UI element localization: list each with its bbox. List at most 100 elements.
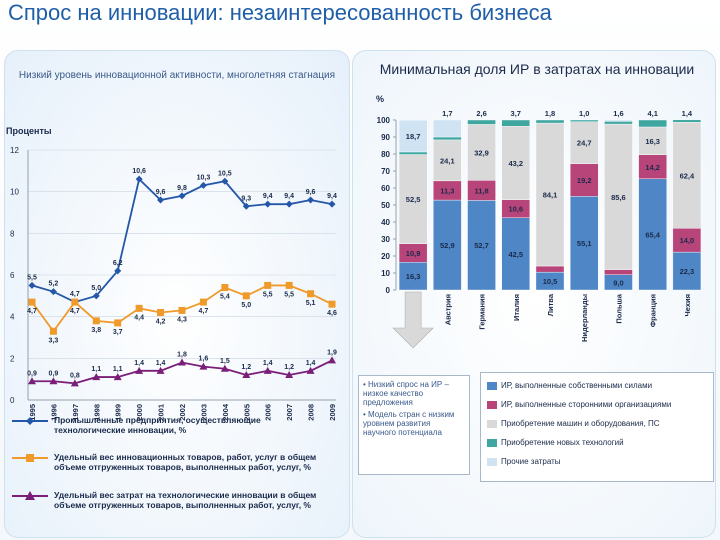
data-point (71, 298, 79, 306)
bar-label: 16,3 (406, 272, 421, 281)
bar-chart-legend: ИР, выполненные собственными силами ИР, в… (480, 372, 714, 482)
data-label: 1,8 (177, 352, 187, 359)
data-point (221, 177, 229, 185)
category-label: Германия (478, 294, 487, 330)
data-label: 4,4 (134, 314, 144, 321)
data-label: 5,2 (49, 281, 59, 288)
data-point (263, 366, 272, 374)
legend-label: Приобретение новых технологий (501, 438, 624, 447)
data-point (264, 281, 272, 289)
data-label: 1,1 (113, 366, 123, 373)
bar-segment (433, 139, 462, 182)
data-point (199, 181, 207, 189)
data-point (92, 317, 100, 325)
data-point (92, 373, 101, 381)
bar-label: 55,1 (577, 239, 592, 248)
data-point (199, 362, 208, 370)
legend-label: ИР, выполненные собственными силами (501, 381, 653, 390)
data-label: 4,7 (70, 308, 80, 315)
y-tick-label: 70 (381, 167, 390, 176)
data-point (113, 373, 122, 381)
data-label: 10,6 (132, 168, 146, 175)
x-tick-label: 2001 (157, 404, 166, 421)
data-label: 9,6 (306, 189, 316, 196)
bar-label: 42,5 (508, 250, 523, 259)
bar-segment (569, 121, 599, 164)
bar-segment (638, 126, 667, 155)
page-title: Спрос на инновации: незаинтересованность… (8, 0, 552, 25)
legend-label: Приобретение машин и оборудования, ПС (501, 419, 660, 428)
data-point (178, 306, 186, 314)
y-tick-label: 6 (10, 271, 15, 280)
x-tick-label: 2000 (135, 404, 144, 421)
data-point (328, 300, 336, 308)
legend-item: ИР, выполненные сторонними организациями (487, 400, 671, 409)
legend-swatch (487, 438, 497, 447)
note-line: • Модель стран с низким уровнем развития… (363, 410, 455, 437)
bar-label: 14,0 (680, 236, 695, 245)
line-chart-panel: Низкий уровень инновационной активности,… (4, 50, 350, 538)
legend-marker (25, 491, 35, 500)
data-label: 1,2 (241, 364, 251, 371)
bar-segment (569, 196, 599, 291)
data-point (157, 196, 165, 204)
x-tick-label: 1999 (114, 404, 123, 421)
bar-label: 85,6 (611, 193, 626, 202)
legend-label: Удельный вес инновационных товаров, рабо… (54, 452, 317, 472)
data-label: 5,5 (27, 274, 37, 281)
data-point (114, 267, 122, 275)
data-label: 3,3 (49, 337, 59, 344)
data-label: 5,5 (263, 291, 273, 298)
data-point (221, 284, 229, 291)
legend-swatch (12, 491, 48, 500)
note-line: • Низкий спрос на ИР – низкое качество п… (363, 380, 449, 407)
x-tick-label: 2004 (221, 403, 230, 421)
bar-segment (535, 265, 565, 273)
bar-label: 10,9 (406, 249, 421, 258)
bar-top-label: 4,1 (647, 109, 657, 118)
data-point (306, 366, 315, 374)
x-tick-label: 1998 (92, 404, 101, 421)
data-label: 1,4 (263, 360, 273, 367)
bar-chart-title: Минимальная доля ИР в затратах на иннова… (379, 61, 695, 77)
bar-segment (569, 119, 599, 122)
category-label: Австрия (443, 294, 452, 325)
bar-segment (467, 119, 496, 125)
data-label: 5,0 (241, 302, 251, 309)
bar-top-label: 1,6 (613, 109, 623, 118)
data-label: 4,7 (199, 308, 209, 315)
data-point (307, 196, 315, 204)
bar-segment (433, 119, 462, 138)
legend-swatch (487, 381, 497, 390)
data-label: 1,4 (306, 360, 316, 367)
data-label: 0,8 (70, 372, 80, 379)
bar-segment (604, 119, 633, 122)
y-axis-label: Проценты (6, 126, 52, 136)
bar-segment (433, 199, 462, 291)
data-label: 0,9 (49, 370, 59, 377)
data-label: 10,5 (218, 170, 232, 177)
legend-swatch (12, 454, 48, 462)
bar-top-label: 2,6 (476, 109, 486, 118)
bar-label: 43,2 (508, 159, 523, 168)
data-label: 10,3 (197, 174, 211, 181)
bar-segment (604, 269, 633, 275)
legend-marker (26, 417, 34, 425)
legend-label: Промышленные предприятия, осуществляющие… (54, 415, 261, 435)
bar-label: 32,9 (474, 148, 489, 157)
line-chart: Проценты 0 2 4 6 8 10 12 1995 1996 1997 1998 1999 200… (6, 126, 337, 421)
data-point (178, 358, 186, 366)
data-label: 5,4 (220, 294, 230, 301)
bar-segment (672, 251, 702, 291)
category-label: Нидерланды (580, 294, 589, 342)
bar-label: 10,6 (508, 205, 523, 214)
bar-segment (535, 122, 565, 267)
data-point (28, 298, 36, 306)
data-label: 1,4 (156, 360, 166, 367)
notes-box: • Низкий спрос на ИР – низкое качество п… (358, 375, 470, 475)
y-tick-label: 10 (381, 269, 390, 278)
data-point (242, 371, 251, 378)
data-point (28, 281, 36, 289)
bar-segment (604, 121, 633, 125)
x-tick-label: 2003 (199, 404, 208, 421)
